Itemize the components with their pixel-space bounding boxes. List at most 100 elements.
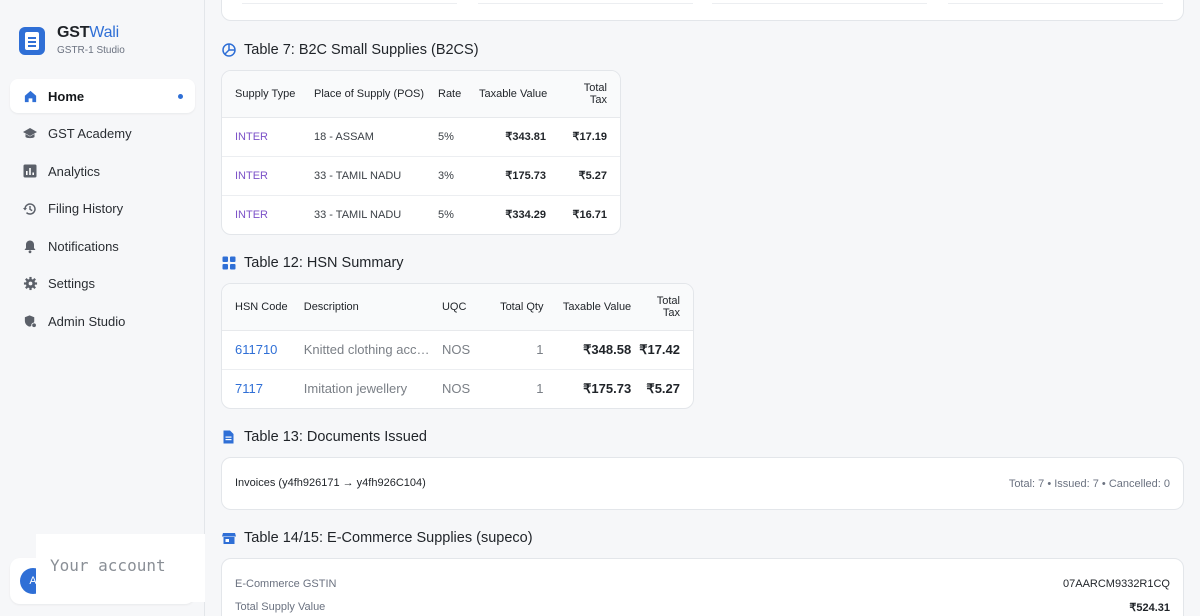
table-header-row: Supply Type Place of Supply (POS) Rate T… (222, 71, 620, 118)
placeholder-line (242, 0, 457, 4)
pie-chart-icon (222, 43, 236, 57)
qty-cell: 1 (485, 330, 552, 370)
hsn-code-link[interactable]: 611710 (222, 330, 304, 370)
storefront-icon (222, 531, 236, 545)
column-header[interactable]: Total Tax (565, 71, 620, 118)
graduation-cap-icon (22, 126, 38, 142)
sidebar-item-home[interactable]: Home (10, 79, 195, 113)
column-header[interactable]: Supply Type (222, 71, 314, 118)
sidebar-item-filing-history[interactable]: Filing History (10, 192, 195, 226)
column-header[interactable]: Place of Supply (POS) (314, 71, 438, 118)
column-header[interactable]: Total Qty (485, 284, 552, 331)
uqc-cell: NOS (441, 330, 486, 370)
rate-cell: 5% (438, 208, 454, 221)
sidebar-item-label: Settings (48, 276, 95, 291)
placeholder-line (948, 0, 1163, 4)
sidebar-item-label: GST Academy (48, 126, 132, 141)
grid-icon (222, 256, 236, 270)
gstin-label: E-Commerce GSTIN (235, 578, 337, 590)
taxable-value-cell: ₹175.73 (479, 156, 565, 196)
ecommerce-section-title: Table 14/15: E-Commerce Supplies (supeco… (222, 530, 533, 546)
table-row[interactable]: 611710 Knitted clothing acc… NOS 1 ₹348.… (222, 330, 693, 370)
uqc-cell: NOS (441, 381, 471, 397)
column-header[interactable]: UQC (441, 284, 486, 331)
table-row[interactable]: 7117 Imitation jewellery NOS 1 ₹175.73 ₹… (222, 369, 693, 408)
table-row[interactable]: INTER 33 - TAMIL NADU 3% ₹175.73 ₹5.27 (222, 156, 620, 196)
rate-cell: 5% (438, 117, 479, 157)
total-tax-cell: ₹17.19 (565, 117, 620, 157)
documents-section-title: Table 13: Documents Issued (222, 429, 427, 445)
column-header[interactable]: Total Tax (639, 284, 693, 331)
pos-cell: 33 - TAMIL NADU (314, 156, 438, 196)
sidebar-item-label: Home (48, 88, 85, 104)
supply-type-cell: INTER (222, 156, 314, 196)
column-header[interactable]: Taxable Value (479, 71, 565, 118)
bell-icon (22, 238, 38, 254)
brand-name: GSTWali (57, 24, 120, 41)
supply-type-cell: INTER (222, 117, 314, 157)
invoice-range: Invoices (y4fh926171 → y4fh926C104) (235, 477, 426, 489)
brand[interactable]: GSTWali GSTR-1 Studio (19, 24, 125, 56)
sidebar: GSTWali GSTR-1 Studio Home GST Academy (0, 0, 205, 616)
brand-subtitle: GSTR-1 Studio (57, 45, 125, 56)
b2cs-table-card: Supply Type Place of Supply (POS) Rate T… (221, 70, 621, 235)
sidebar-item-label: Analytics (48, 163, 101, 179)
table-row[interactable]: INTER 33 - TAMIL NADU 5% ₹334.29 ₹16.71 (222, 195, 620, 234)
table-header-row: HSN Code Description UQC Total Qty Taxab… (222, 284, 693, 331)
sidebar-item-settings[interactable]: Settings (10, 267, 195, 301)
b2cs-table: Supply Type Place of Supply (POS) Rate T… (222, 71, 620, 234)
supply-type-cell: INTER (235, 208, 268, 221)
description-cell: Knitted clothing acc… (303, 330, 442, 370)
document-counts: Total: 7 • Issued: 7 • Cancelled: 0 (1008, 478, 1170, 490)
hsn-table: HSN Code Description UQC Total Qty Taxab… (222, 284, 693, 408)
description-cell: Imitation jewellery (303, 381, 408, 397)
sidebar-nav: Home GST Academy Analytics Filing Hist (10, 79, 195, 342)
active-indicator-dot (178, 94, 183, 99)
column-header[interactable]: Description (303, 284, 442, 331)
hsn-table-card: HSN Code Description UQC Total Qty Taxab… (221, 283, 694, 409)
total-supply-row: Total Supply Value ₹524.31 (235, 601, 1170, 614)
total-supply-value: ₹524.31 (1129, 602, 1170, 614)
total-tax-cell: ₹17.42 (639, 330, 693, 370)
account-tooltip: Your account (36, 534, 218, 602)
sidebar-item-notifications[interactable]: Notifications (10, 229, 195, 263)
sidebar-item-admin-studio[interactable]: Admin Studio (10, 305, 195, 339)
qty-cell: 1 (536, 381, 544, 397)
admin-shield-icon (22, 314, 38, 330)
pos-cell: 33 - TAMIL NADU (314, 208, 402, 221)
taxable-value-cell: ₹348.58 (551, 330, 640, 370)
total-supply-label: Total Supply Value (235, 601, 326, 613)
gstin-value: 07AARCM9332R1CQ (1063, 578, 1170, 590)
document-logo-icon (19, 27, 45, 55)
total-tax-cell: ₹5.27 (646, 380, 680, 396)
sidebar-item-label: Notifications (48, 238, 119, 254)
document-icon (222, 430, 236, 444)
taxable-value-cell: ₹334.29 (505, 209, 546, 222)
history-icon (22, 201, 38, 217)
ecommerce-gstin-row: E-Commerce GSTIN 07AARCM9332R1CQ (235, 578, 1170, 590)
total-tax-cell: ₹5.27 (565, 156, 620, 196)
total-tax-cell: ₹16.71 (572, 209, 607, 222)
placeholder-line (712, 0, 927, 4)
bar-chart-icon (22, 163, 38, 179)
gear-icon (22, 276, 38, 292)
previous-section-card (221, 0, 1184, 21)
sidebar-item-label: Admin Studio (48, 314, 126, 329)
placeholder-line (478, 0, 693, 4)
taxable-value-cell: ₹343.81 (479, 117, 565, 157)
rate-cell: 3% (438, 156, 479, 196)
pos-cell: 18 - ASSAM (314, 117, 438, 157)
documents-issued-card[interactable]: Invoices (y4fh926171 → y4fh926C104) Tota… (221, 457, 1184, 510)
table-row[interactable]: INTER 18 - ASSAM 5% ₹343.81 ₹17.19 (222, 117, 620, 157)
hsn-code-link[interactable]: 7117 (235, 381, 263, 397)
sidebar-item-analytics[interactable]: Analytics (10, 154, 195, 188)
column-header[interactable]: HSN Code (222, 284, 304, 331)
sidebar-item-label: Filing History (48, 201, 124, 216)
home-icon (22, 88, 38, 104)
main-content: Table 7: B2C Small Supplies (B2CS) Suppl… (205, 0, 1200, 616)
sidebar-item-gst-academy[interactable]: GST Academy (10, 117, 195, 151)
column-header[interactable]: Rate (438, 71, 479, 118)
column-header[interactable]: Taxable Value (551, 284, 640, 331)
hsn-section-title: Table 12: HSN Summary (222, 255, 404, 271)
